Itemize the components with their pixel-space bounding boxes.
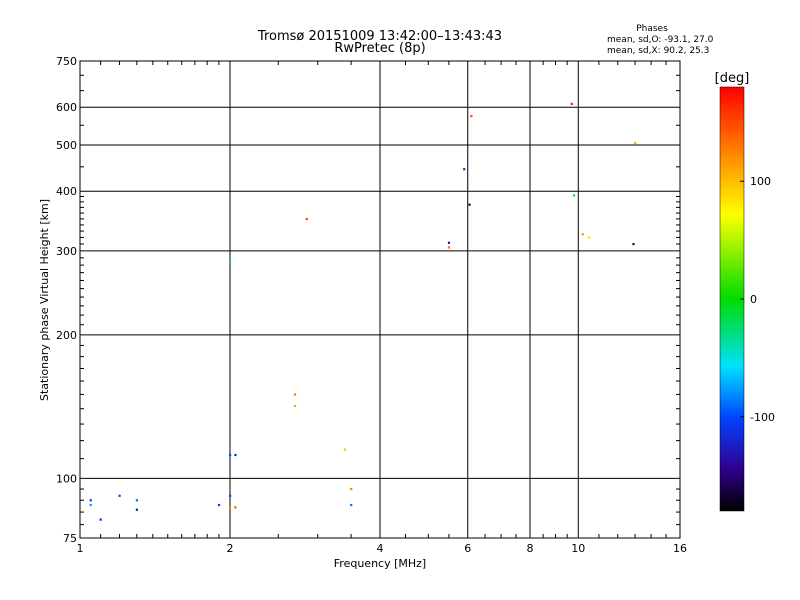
colorbar-tick-label: 0 [750, 293, 757, 306]
data-point [581, 233, 584, 236]
data-point [229, 453, 232, 457]
y-tick-labels: 75 100 200 300 400 500 600 750 [56, 55, 77, 545]
y-tick-label: 300 [56, 245, 77, 258]
y-tick-label: 500 [56, 139, 77, 152]
data-point [350, 503, 353, 507]
data-point [217, 503, 221, 507]
x-tick-label: 2 [227, 542, 234, 555]
colorbar-ticks: 100 0 -100 [740, 175, 775, 424]
minor-ticks [80, 61, 680, 538]
data-point [229, 260, 232, 263]
y-tick-label: 750 [56, 55, 77, 68]
data-point [572, 194, 576, 197]
data-point [293, 404, 297, 407]
data-point [89, 503, 92, 507]
chart-subtitle: RwPretec (8p) [334, 41, 425, 56]
data-point [99, 518, 102, 521]
y-tick-label: 200 [56, 329, 77, 342]
data-point [468, 203, 471, 206]
x-tick-label: 6 [464, 542, 471, 555]
x-tick-label: 4 [377, 542, 384, 555]
data-point [293, 393, 297, 396]
data-point [135, 508, 138, 511]
colorbar-unit: [deg] [715, 71, 750, 86]
data-point [632, 243, 635, 246]
y-tick-label: 400 [56, 185, 77, 198]
x-axis-label: Frequency [MHz] [334, 557, 426, 570]
colorbar-tick-label: -100 [750, 411, 775, 424]
data-point [470, 115, 473, 118]
x-tick-label: 1 [77, 542, 84, 555]
data-point [447, 246, 451, 249]
y-tick-label: 75 [63, 532, 77, 545]
data-point [350, 488, 353, 491]
data-points [89, 102, 637, 521]
x-tick-label: 10 [571, 542, 585, 555]
data-point [234, 453, 237, 457]
x-tick-label: 16 [673, 542, 687, 555]
colorbar-tick-label: 100 [750, 175, 771, 188]
data-point [229, 506, 232, 509]
data-point [229, 494, 232, 497]
x-tick-labels: 1 2 4 6 8 10 16 [77, 542, 688, 555]
data-point [118, 494, 121, 497]
y-axis-label: Stationary phase Virtual Height [km] [38, 199, 51, 401]
y-tick-label: 600 [56, 101, 77, 114]
data-point [587, 236, 590, 239]
data-point [463, 168, 466, 171]
data-point [447, 241, 451, 244]
data-point [234, 506, 237, 509]
grid-lines [80, 61, 680, 538]
data-point [634, 141, 637, 145]
data-point [570, 102, 573, 105]
data-point [135, 499, 138, 502]
data-point [305, 217, 308, 221]
phases-x-stats: mean, sd,X: 90.2, 25.3 [607, 46, 709, 56]
data-point [89, 499, 92, 502]
data-point [343, 448, 346, 451]
y-tick-label: 100 [56, 472, 77, 485]
x-tick-label: 8 [527, 542, 534, 555]
chart-title: Tromsø 20151009 13:42:00–13:43:43 [257, 29, 502, 44]
phases-o-stats: mean, sd,O: -93.1, 27.0 [607, 35, 714, 45]
phases-title: Phases [636, 24, 668, 34]
